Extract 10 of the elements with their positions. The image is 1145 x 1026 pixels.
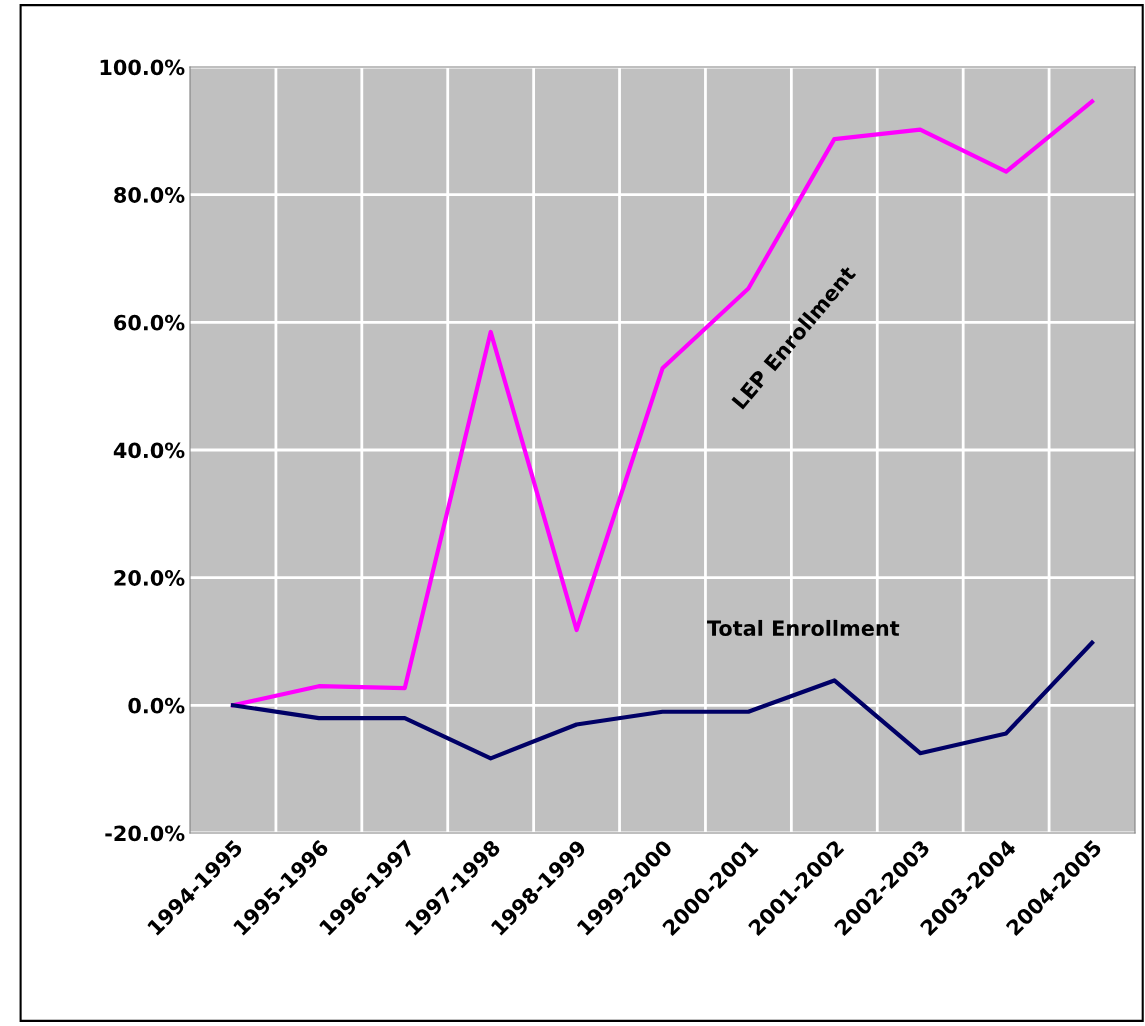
line-series — [230, 640, 1095, 761]
line-series — [230, 99, 1095, 708]
y-tick-label: 20.0% — [114, 570, 185, 586]
y-tick-label: -20.0% — [105, 825, 185, 842]
y-tick-label: 40.0% — [113, 442, 185, 459]
y-tick-label: 80.0% — [114, 187, 185, 203]
y-tick-label: 0.0% — [128, 697, 185, 714]
y-tick-label: 60.0% — [114, 314, 185, 331]
y-tick-label: 100.0% — [100, 59, 185, 76]
text: Total Enrollment — [707, 619, 900, 637]
